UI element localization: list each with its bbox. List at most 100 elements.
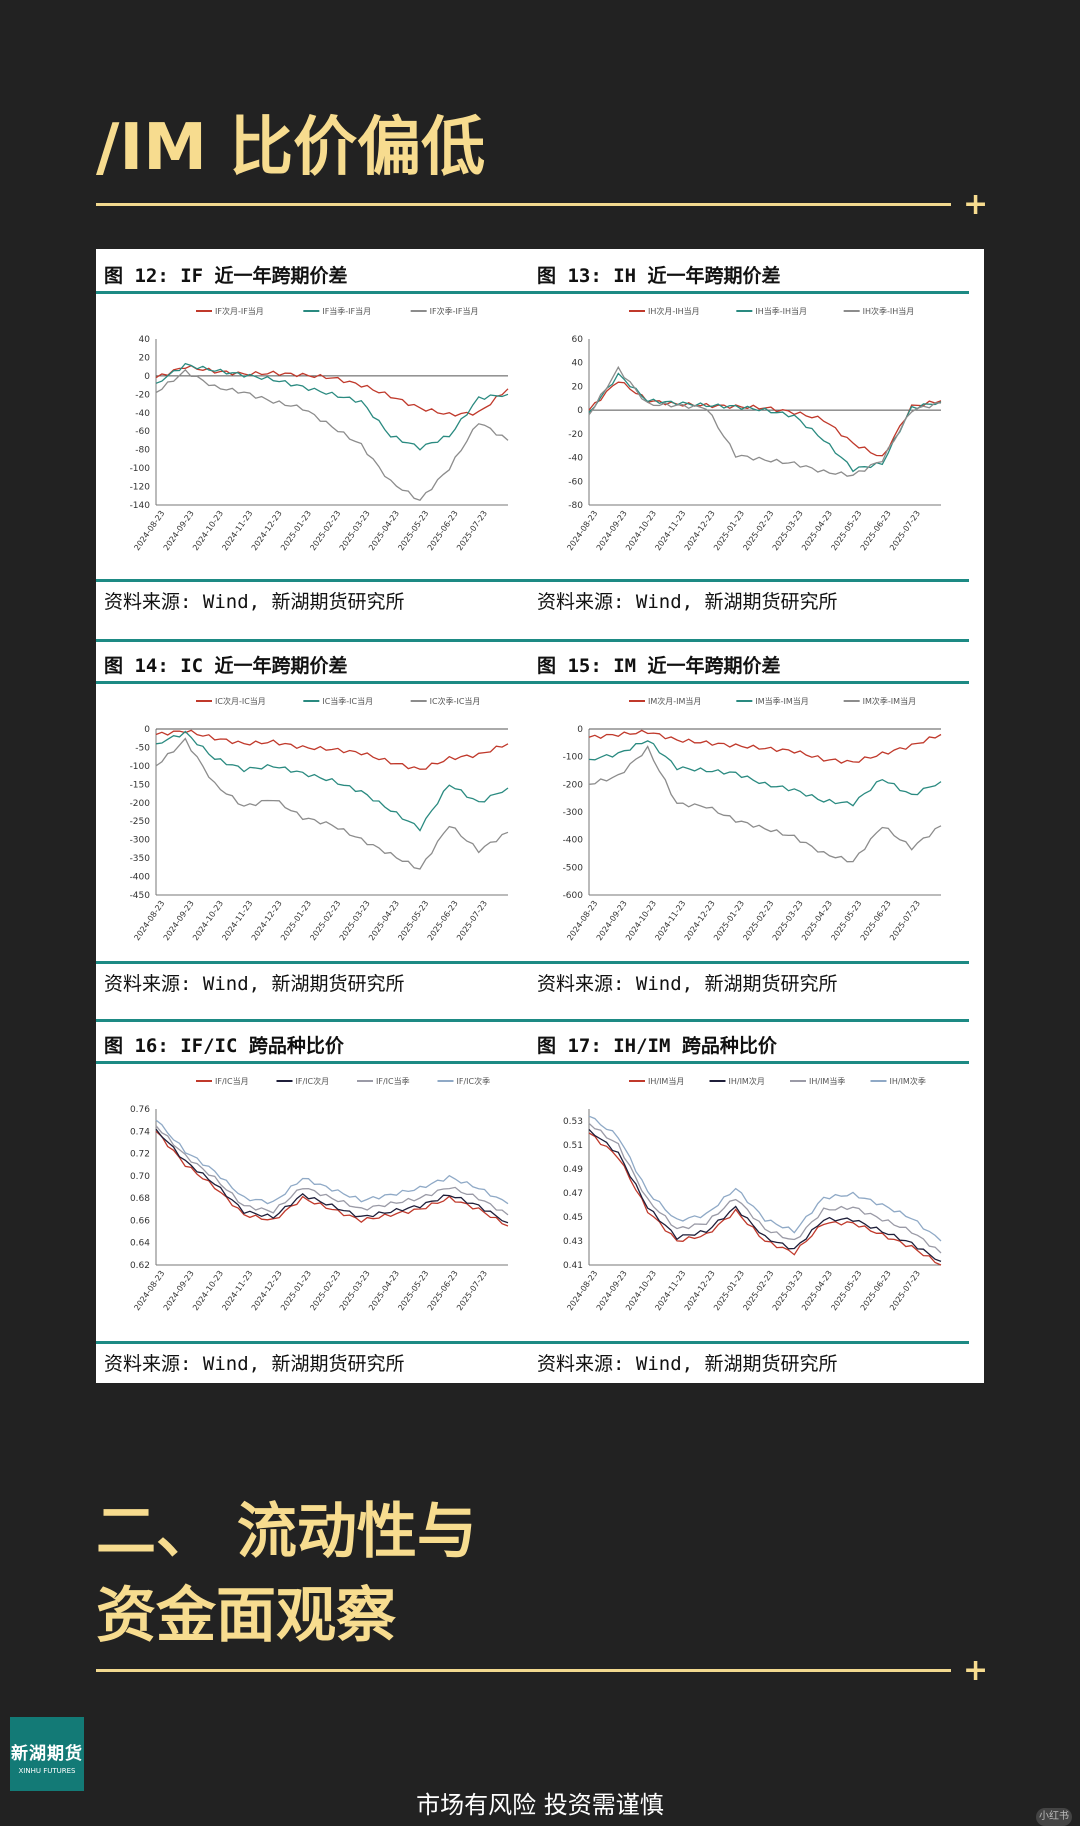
title-underline	[529, 681, 969, 684]
plus-icon: +	[963, 1653, 989, 1688]
y-tick-label: -60	[568, 477, 583, 487]
chart-svg: IF次月-IF当月 IF当季-IF当月 IF次季-IF当月 40 20 0 -20 -40 -6…	[130, 306, 509, 552]
source-overline	[96, 1341, 536, 1344]
y-tick-label: -150	[130, 780, 151, 790]
series-line	[155, 729, 509, 770]
chart-title: 图 17: IH/IM 跨品种比价	[537, 1035, 777, 1057]
chart-title: 图 14: IC 近一年跨期价差	[104, 655, 348, 677]
x-tick-label: 2025-02-23	[741, 1269, 775, 1312]
x-tick-label: 2024-09-23	[595, 509, 629, 552]
title-underline	[529, 1061, 969, 1064]
section-divider	[96, 1669, 951, 1672]
chart-source: 资料来源: Wind, 新湖期货研究所	[104, 1353, 405, 1375]
x-tick-label: 2024-09-23	[595, 899, 629, 942]
chart-if-spread: 图 12: IF 近一年跨期价差 IF次月-IF当月 IF当季-IF当月 IF次季-…	[96, 249, 536, 619]
title-overline	[529, 639, 969, 642]
x-tick-label: 2025-01-23	[712, 899, 746, 942]
y-tick-label: -200	[563, 780, 584, 790]
y-tick-label: -100	[130, 464, 151, 474]
x-tick-label: 2025-01-23	[279, 1269, 313, 1312]
x-tick-label: 2024-08-23	[565, 899, 599, 942]
x-tick-label: 2025-02-23	[308, 1269, 342, 1312]
y-tick-label: 0.76	[130, 1105, 150, 1115]
y-tick-label: 0	[144, 372, 150, 382]
y-tick-label: -140	[130, 501, 151, 511]
x-tick-label: 2025-04-23	[367, 899, 401, 942]
y-tick-label: -100	[563, 753, 584, 763]
source-overline	[529, 961, 969, 964]
chart-svg: IF/IC当月 IF/IC次月 IF/IC当季 IF/IC次季 0.76 0.74 0.72…	[130, 1076, 509, 1312]
legend-label: IF次月-IF当月	[215, 306, 264, 316]
x-tick-label: 2024-10-23	[191, 1269, 225, 1312]
x-tick-label: 2024-11-23	[653, 509, 687, 552]
series-line	[588, 372, 942, 473]
title-divider	[96, 203, 951, 206]
y-tick-label: -300	[130, 836, 151, 846]
series-line	[155, 730, 509, 832]
x-tick-label: 2025-05-23	[829, 509, 863, 552]
x-tick-label: 2025-04-23	[367, 509, 401, 552]
series-line	[155, 1119, 509, 1205]
series-line	[588, 745, 942, 863]
legend-label: IH次季-IH当月	[863, 306, 915, 316]
series-line	[588, 729, 942, 764]
section-heading: 二、 流动性与 资金面观察	[96, 1490, 477, 1658]
y-tick-label: -250	[130, 817, 151, 827]
x-tick-label: 2025-07-23	[455, 509, 489, 552]
legend-label: IH/IM次月	[729, 1076, 765, 1086]
chart-ic-spread: 图 14: IC 近一年跨期价差 IC次月-IC当月 IC当季-IC当月 IC次季-…	[96, 639, 536, 1009]
series-line	[155, 1125, 509, 1216]
legend-label: IF/IC次月	[296, 1076, 330, 1086]
legend-label: IH/IM当季	[809, 1076, 845, 1086]
x-tick-label: 2024-08-23	[565, 509, 599, 552]
x-tick-label: 2025-06-23	[859, 899, 893, 942]
legend-label: IM次月-IM当月	[648, 696, 701, 706]
risk-disclaimer: 市场有风险 投资需谨慎	[416, 1791, 664, 1819]
x-tick-label: 2025-07-23	[455, 899, 489, 942]
section-title: /IM 比价偏低	[96, 111, 486, 185]
legend-label: IC次季-IC当月	[430, 696, 481, 706]
x-tick-label: 2025-01-23	[279, 509, 313, 552]
x-tick-label: 2025-07-23	[455, 1269, 489, 1312]
source-overline	[96, 961, 536, 964]
x-tick-label: 2024-09-23	[595, 1269, 629, 1312]
x-tick-label: 2024-10-23	[191, 899, 225, 942]
legend-label: IF/IC当季	[376, 1076, 410, 1086]
chart-title: 图 15: IM 近一年跨期价差	[537, 655, 781, 677]
y-tick-label: 0.70	[130, 1172, 150, 1182]
series-line	[155, 737, 509, 870]
x-tick-label: 2025-05-23	[396, 899, 430, 942]
x-tick-label: 2024-12-23	[250, 1269, 284, 1312]
y-tick-label: -200	[130, 799, 151, 809]
series-line	[588, 365, 942, 477]
y-tick-label: 0.74	[130, 1127, 150, 1137]
chart-ih-im-ratio: 图 17: IH/IM 跨品种比价 IH/IM当月 IH/IM次月 IH/IM当季 I…	[529, 1019, 969, 1383]
chart-title: 图 16: IF/IC 跨品种比价	[104, 1035, 344, 1057]
x-tick-label: 2025-04-23	[367, 1269, 401, 1312]
x-tick-label: 2025-05-23	[396, 509, 430, 552]
chart-title: 图 13: IH 近一年跨期价差	[537, 265, 781, 287]
x-tick-label: 2024-09-23	[162, 899, 196, 942]
x-tick-label: 2024-10-23	[624, 899, 658, 942]
x-tick-label: 2025-04-23	[800, 509, 834, 552]
y-tick-label: -40	[568, 454, 583, 464]
legend-label: IH当季-IH当月	[755, 306, 807, 316]
source-overline	[96, 579, 536, 582]
y-tick-label: 0	[144, 725, 150, 735]
x-tick-label: 2025-04-23	[800, 1269, 834, 1312]
x-tick-label: 2025-01-23	[279, 899, 313, 942]
legend-label: IF/IC当月	[215, 1076, 249, 1086]
x-tick-label: 2024-11-23	[653, 899, 687, 942]
y-tick-label: -80	[568, 501, 583, 511]
x-tick-label: 2025-01-23	[712, 1269, 746, 1312]
chart-source: 资料来源: Wind, 新湖期货研究所	[537, 591, 838, 613]
chart-ih-spread: 图 13: IH 近一年跨期价差 IH次月-IH当月 IH当季-IH当月 IH次季-…	[529, 249, 969, 619]
y-tick-label: -450	[130, 891, 151, 901]
x-tick-label: 2025-02-23	[741, 509, 775, 552]
x-tick-label: 2024-11-23	[220, 899, 254, 942]
chart-title: 图 12: IF 近一年跨期价差	[104, 265, 348, 287]
title-underline	[96, 681, 536, 684]
legend-label: IF次季-IF当月	[430, 306, 479, 316]
chart-source: 资料来源: Wind, 新湖期货研究所	[537, 973, 838, 995]
y-tick-label: 0.45	[563, 1213, 583, 1223]
